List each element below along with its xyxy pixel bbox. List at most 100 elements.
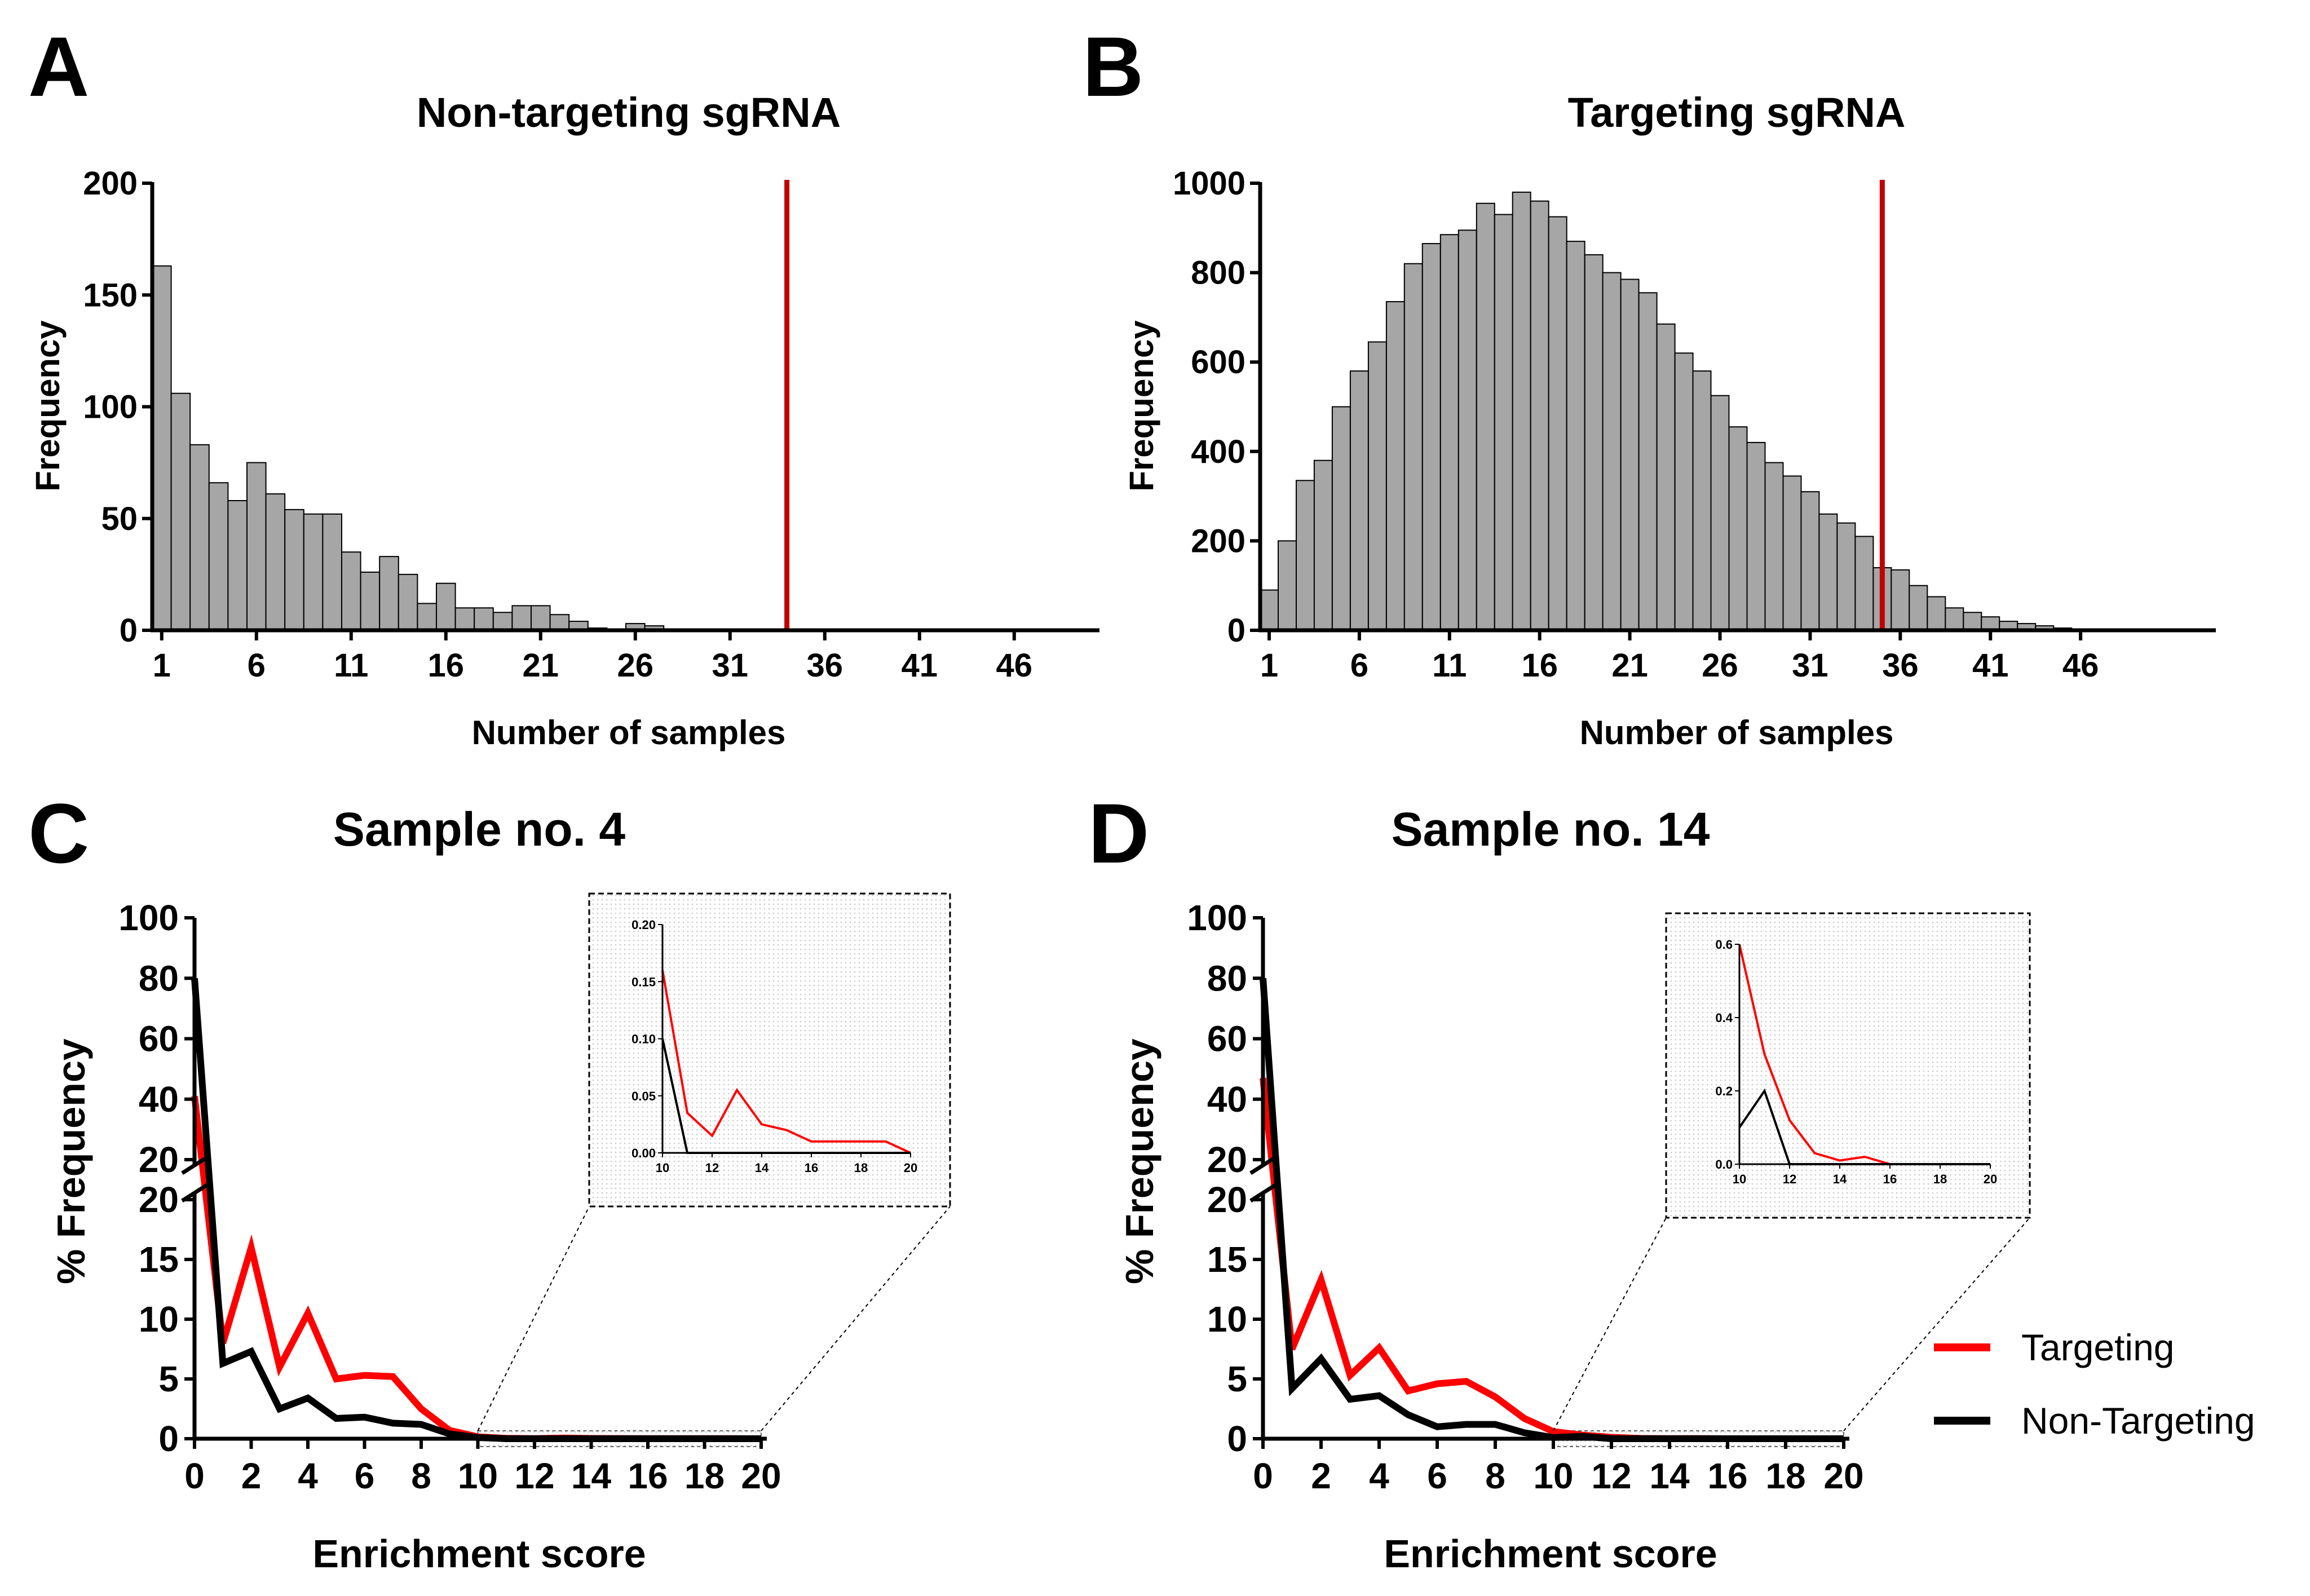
histogram-bar	[492, 612, 513, 631]
x-tick-label: 6	[355, 1456, 375, 1496]
inset-y-tick-label: 0.05	[631, 1089, 656, 1103]
zoom-connector	[1843, 1217, 2030, 1431]
x-tick-label: 2	[241, 1456, 262, 1496]
legend: Targeting Non-Targeting	[1934, 1327, 2255, 1442]
histogram-bar	[1278, 540, 1297, 631]
histogram-bar	[360, 571, 381, 631]
y-tick-label: 15	[139, 1239, 179, 1280]
histogram-bar	[303, 513, 324, 631]
histogram-bar	[379, 556, 399, 631]
x-tick-label: 6	[248, 647, 266, 684]
histogram-bar	[1349, 370, 1369, 631]
histogram-bar	[1891, 569, 1910, 631]
histogram-bar	[531, 605, 551, 631]
legend-label-non-targeting: Non-Targeting	[2021, 1400, 2255, 1442]
panel-label-d: D	[1088, 786, 1149, 881]
histogram-bar	[189, 444, 210, 631]
histogram-bar	[1476, 202, 1495, 631]
x-tick-label: 18	[1765, 1456, 1805, 1496]
histogram-bar	[1728, 426, 1748, 631]
panel-label-b: B	[1083, 19, 1143, 114]
inset-x-tick-label: 20	[904, 1161, 917, 1175]
histogram-bar	[1692, 370, 1712, 631]
y-tick-label: 80	[139, 958, 179, 998]
x-tick-label: 12	[514, 1456, 554, 1496]
panel-label-a: A	[28, 19, 89, 114]
x-tick-label: 14	[571, 1456, 612, 1496]
y-axis-label: % Frequency	[49, 1038, 93, 1284]
axis-break-mark	[1249, 1156, 1277, 1175]
histogram-bar	[1457, 229, 1477, 631]
chart-title: Non-targeting sgRNA	[417, 89, 841, 136]
inset-frame	[1665, 912, 2031, 1219]
x-axis-label: Enrichment score	[312, 1532, 646, 1576]
x-tick-label: 6	[1427, 1456, 1447, 1496]
y-tick-label: 5	[1227, 1359, 1247, 1399]
histogram-bar	[1494, 214, 1513, 631]
inset-y-tick-label: 0.2	[1715, 1084, 1733, 1098]
y-tick-label: 80	[1207, 958, 1247, 998]
inset-x-tick-label: 10	[656, 1161, 669, 1175]
x-tick-label: 2	[1311, 1456, 1331, 1496]
y-tick-label: 60	[1207, 1019, 1247, 1059]
histogram-bar	[265, 493, 286, 631]
histogram-bar	[1296, 480, 1315, 631]
histogram-bar	[1746, 441, 1766, 631]
x-tick-label: 6	[1350, 647, 1368, 684]
inset-x-tick-label: 16	[1883, 1172, 1897, 1186]
inset-y-tick-label: 0.00	[631, 1146, 656, 1160]
inset-x-tick-label: 14	[1833, 1172, 1847, 1186]
histogram-bar	[284, 509, 304, 631]
histogram-bar	[1512, 191, 1531, 631]
x-tick-label: 21	[523, 647, 559, 684]
y-tick-label: 10	[139, 1299, 179, 1339]
x-tick-label: 41	[902, 647, 938, 684]
histogram-bar	[1548, 216, 1567, 631]
histogram-bar	[1421, 243, 1441, 631]
line-chart-sample-4: Sample no. 4 Enrichment score % Frequenc…	[49, 803, 951, 1576]
x-tick-label: 41	[1972, 647, 2009, 684]
histogram-bar	[246, 462, 267, 631]
histogram-bar	[227, 500, 248, 631]
y-tick-label: 800	[1191, 255, 1245, 291]
x-tick-label: 46	[996, 647, 1033, 684]
inset-y-tick-label: 0.20	[631, 918, 656, 932]
x-tick-label: 21	[1611, 647, 1648, 684]
x-tick-label: 18	[684, 1456, 725, 1496]
x-tick-label: 16	[1521, 647, 1558, 684]
histogram-bar	[1530, 200, 1549, 631]
histogram-bar	[1909, 585, 1928, 631]
y-tick-label: 1000	[1173, 165, 1245, 202]
y-tick-label: 200	[1191, 523, 1245, 559]
x-tick-label: 20	[741, 1456, 781, 1496]
x-tick-label: 11	[1432, 647, 1467, 684]
inset-x-tick-label: 18	[854, 1161, 868, 1175]
chart-title: Sample no. 4	[333, 803, 625, 856]
histogram-bar	[1584, 254, 1604, 631]
histogram-bar	[1981, 616, 2000, 631]
histogram-bar	[1764, 462, 1784, 631]
chart-title: Targeting sgRNA	[1568, 89, 1906, 136]
axis-break-mark	[181, 1156, 208, 1175]
histogram-bar	[1656, 323, 1676, 631]
x-tick-label: 14	[1649, 1456, 1690, 1496]
x-tick-label: 16	[628, 1456, 668, 1496]
x-tick-label: 10	[458, 1456, 498, 1496]
inset-y-tick-label: 0.15	[631, 975, 656, 989]
x-tick-label: 4	[1369, 1456, 1389, 1496]
histogram-bar	[1620, 278, 1640, 631]
x-tick-label: 46	[2062, 647, 2099, 684]
histogram-bar	[1331, 406, 1351, 631]
y-tick-label: 0	[1227, 1418, 1247, 1459]
inset-zoom: 0.0 0.2 0.4 0.6 10 12 14 16 18 20	[1553, 912, 2031, 1431]
y-tick-label: 5	[158, 1359, 179, 1399]
y-tick-label: 50	[101, 501, 138, 537]
x-tick-label: 11	[334, 647, 368, 684]
histogram-targeting: Targeting sgRNA Number of samples Freque…	[1123, 89, 2216, 751]
line-chart-sample-14: Sample no. 14 Enrichment score % Frequen…	[1118, 803, 2031, 1576]
histogram-bar	[1782, 475, 1802, 631]
